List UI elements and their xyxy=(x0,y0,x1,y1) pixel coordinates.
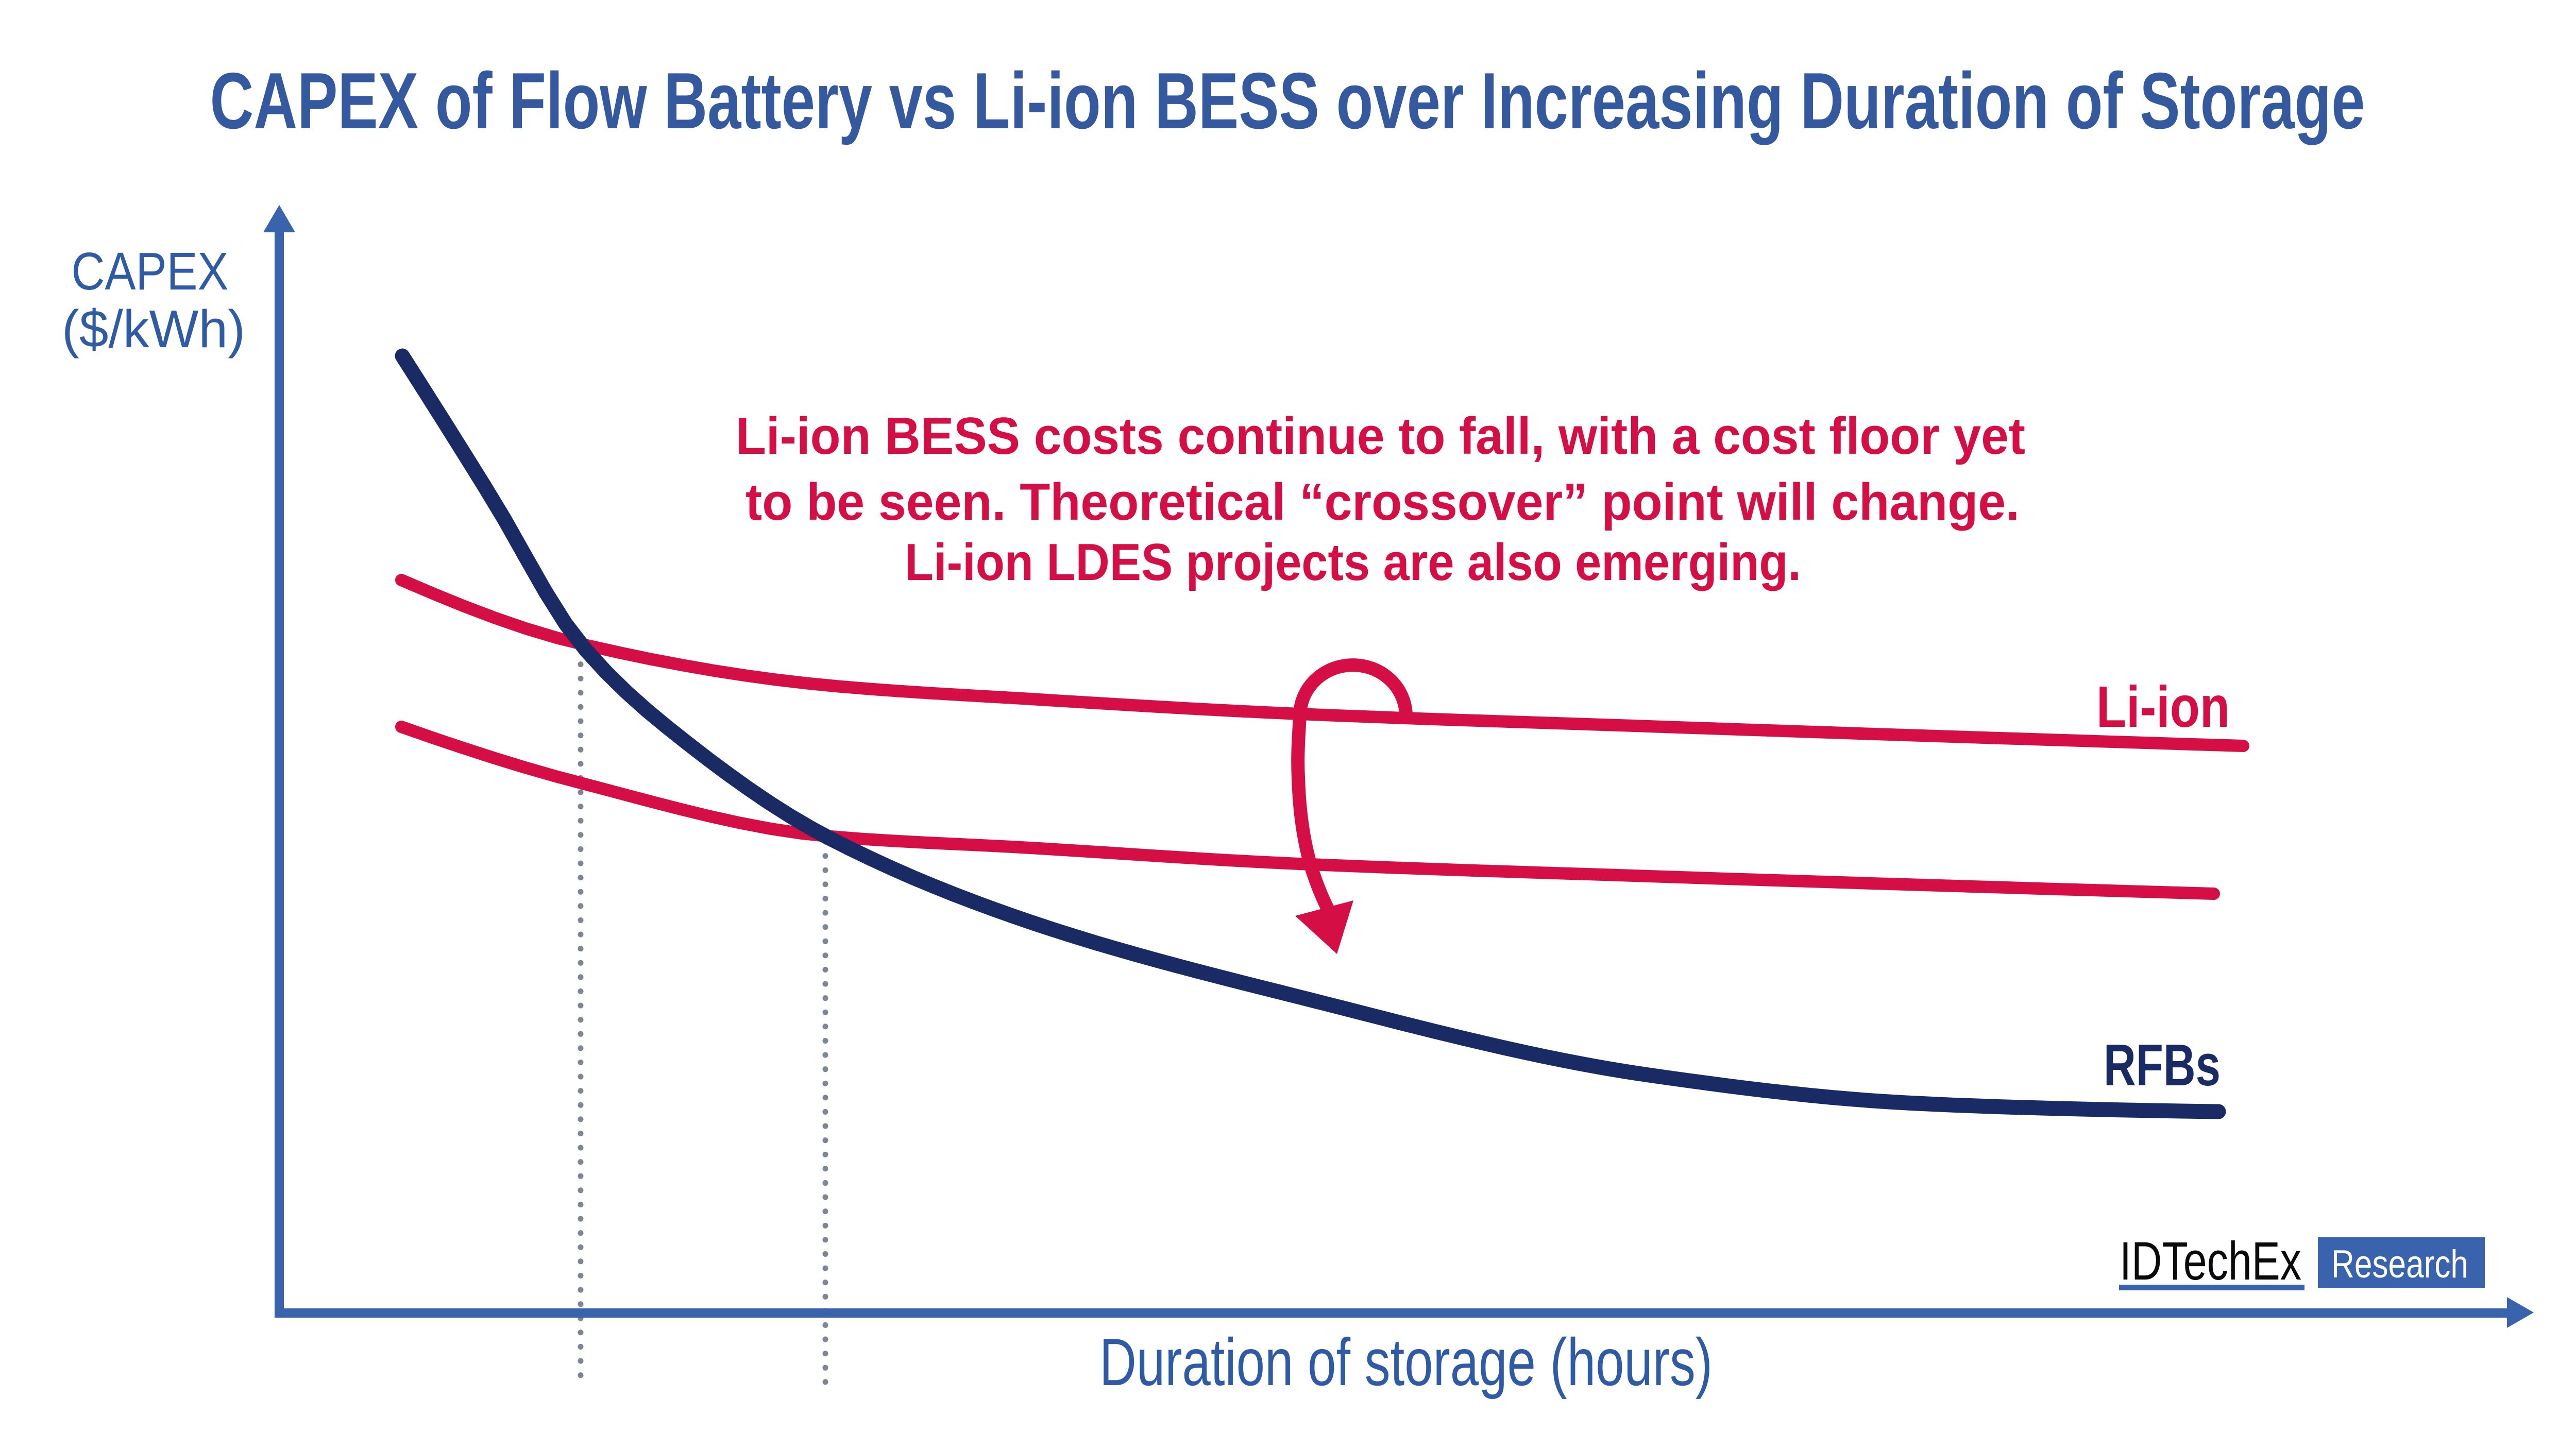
svg-text:Li-ion BESS costs continue to: Li-ion BESS costs continue to fall, with… xyxy=(736,407,2025,465)
svg-text:CAPEX of Flow Battery vs Li-io: CAPEX of Flow Battery vs Li-ion BESS ove… xyxy=(210,56,2365,145)
svg-text:($/kWh): ($/kWh) xyxy=(62,299,245,359)
svg-text:IDTechEx: IDTechEx xyxy=(2120,1231,2301,1291)
svg-text:Research: Research xyxy=(2331,1242,2468,1286)
svg-text:to be seen. Theoretical “cross: to be seen. Theoretical “crossover” poin… xyxy=(745,473,2020,531)
svg-text:RFBs: RFBs xyxy=(2104,1033,2221,1098)
svg-text:CAPEX: CAPEX xyxy=(72,242,229,301)
svg-text:Li-ion LDES projects are also: Li-ion LDES projects are also emerging. xyxy=(905,534,1801,591)
svg-text:Duration of storage (hours): Duration of storage (hours) xyxy=(1099,1324,1713,1400)
svg-text:Li-ion: Li-ion xyxy=(2096,674,2230,739)
